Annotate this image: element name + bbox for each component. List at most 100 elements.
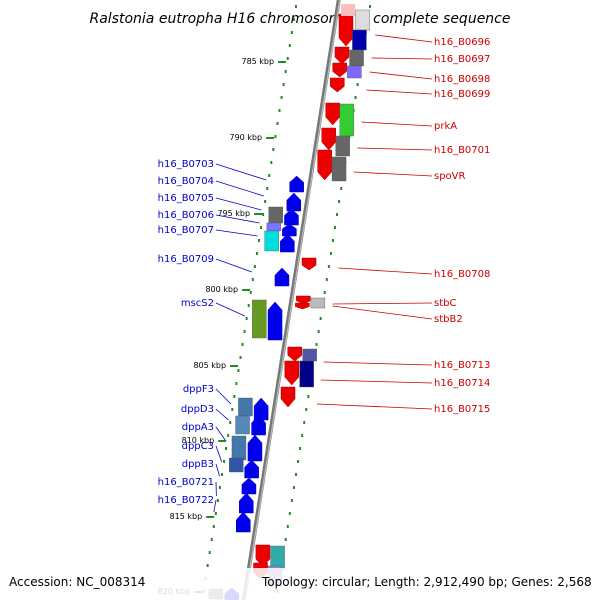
left-track-dot	[266, 187, 269, 190]
reverse-cog-box	[302, 348, 317, 362]
right-track-dot	[303, 421, 306, 424]
forward-gene-arrow	[236, 511, 251, 533]
left-track-dot	[257, 239, 260, 242]
reverse-cog-box	[310, 297, 326, 309]
forward-leader-line	[215, 258, 252, 273]
left-track-dot	[270, 161, 273, 164]
reverse-leader-line	[332, 305, 433, 320]
reverse-cog-box	[352, 29, 367, 51]
gene-labels: h16_B0696 h16_B0697 h16_B0698 h16_B0699 prkA…	[158, 37, 491, 506]
forward-gene-arrow	[284, 208, 299, 226]
reverse-gene-label: stbB2	[434, 314, 463, 325]
tick-mark	[242, 289, 251, 291]
reverse-cog-box	[339, 103, 354, 137]
tick-label: 795 kbp	[217, 209, 250, 218]
left-track-dot	[247, 304, 250, 307]
forward-gene-label: dppD3	[181, 404, 214, 415]
reverse-gene-arrow	[321, 127, 337, 151]
reverse-gene-label: h16_B0713	[434, 360, 490, 371]
left-track-dot	[225, 447, 228, 450]
reverse-leader-line	[357, 147, 433, 151]
reverse-gene-arrow	[317, 149, 332, 181]
forward-gene-arrow	[280, 233, 295, 253]
backbone-line	[241, 0, 341, 600]
right-track-dot	[317, 330, 320, 333]
map-title: Ralstonia eutropha H16 chromosome 2, com…	[90, 11, 511, 27]
left-track-dot	[251, 278, 254, 281]
forward-gene-label: h16_B0721	[158, 477, 214, 488]
forward-cog-box	[231, 435, 247, 461]
forward-gene-arrow	[239, 492, 254, 514]
forward-gene-label: mscS2	[181, 298, 214, 309]
right-track-dot	[331, 239, 334, 242]
reverse-gene-arrow	[280, 386, 296, 408]
left-track-dot	[218, 486, 221, 489]
reverse-gene-label: h16_B0708	[434, 269, 490, 280]
left-track-dot	[208, 551, 211, 554]
reverse-leader-line	[323, 361, 433, 366]
tick-mark	[218, 440, 227, 442]
reverse-leader-line	[320, 379, 433, 384]
forward-gene-label: dppF3	[183, 384, 214, 395]
forward-gene-label: h16_B0722	[158, 495, 214, 506]
reverse-gene-arrow	[296, 295, 311, 305]
forward-gene-arrow	[241, 477, 257, 495]
tick-label: 785 kbp	[241, 57, 274, 66]
reverse-gene-arrow	[334, 46, 350, 65]
forward-leader-line	[215, 426, 226, 441]
right-track-dot	[319, 317, 322, 320]
tick-label: 815 kbp	[170, 512, 203, 521]
forward-gene-label: h16_B0706	[158, 210, 214, 221]
left-track-dot	[286, 57, 289, 60]
reverse-leader-line	[371, 57, 433, 60]
reverse-leader-line	[316, 403, 433, 410]
reverse-leader-line	[361, 121, 433, 127]
right-track-dot	[336, 213, 339, 216]
right-track-dot	[305, 408, 308, 411]
right-track-dot	[307, 395, 310, 398]
reverse-leader-line	[353, 171, 433, 177]
reverse-leader-line	[338, 267, 433, 275]
forward-cog-box	[229, 457, 244, 473]
reverse-gene-label: spoVR	[434, 171, 466, 182]
forward-leader-line	[215, 197, 262, 211]
forward-gene-arrow	[244, 459, 259, 479]
right-track-dot	[325, 278, 328, 281]
forward-gene-arrow	[282, 223, 297, 237]
reverse-leader-line	[375, 34, 433, 43]
forward-leader-line	[215, 163, 267, 181]
right-track-dot	[295, 473, 298, 476]
left-track-dot	[268, 174, 271, 177]
left-track-dot	[292, 18, 295, 21]
right-track-dot	[323, 291, 326, 294]
left-track-dot	[237, 369, 240, 372]
left-track-dot	[221, 473, 224, 476]
left-track-dot	[288, 44, 291, 47]
forward-gene-arrow	[289, 175, 304, 193]
left-track-dot	[284, 70, 287, 73]
left-track-dot	[274, 135, 277, 138]
left-track-dot	[229, 421, 232, 424]
right-track-dot	[297, 460, 300, 463]
left-track-dot	[245, 317, 248, 320]
left-track-dot	[264, 200, 267, 203]
tick-mark	[278, 61, 287, 63]
reverse-gene-label: h16_B0697	[434, 54, 490, 65]
right-track-dot	[368, 5, 371, 8]
right-track-dot	[329, 252, 332, 255]
forward-cog-box	[268, 206, 283, 224]
forward-gene-arrow	[274, 267, 290, 287]
forward-gene-arrow	[247, 434, 263, 462]
chromosome-backbone	[241, 0, 341, 600]
tick-mark	[206, 516, 215, 518]
reverse-cog-box	[347, 65, 362, 79]
reverse-leader-line	[332, 302, 433, 305]
forward-leader-line	[215, 180, 264, 197]
right-track-dot	[315, 343, 318, 346]
right-track-dot	[292, 486, 295, 489]
forward-gene-label: dppA3	[182, 422, 214, 433]
reverse-gene-arrow	[325, 102, 340, 126]
forward-gene-arrow	[251, 414, 266, 436]
backbone-highlight	[244, 0, 341, 600]
reverse-gene-arrow	[332, 62, 347, 78]
